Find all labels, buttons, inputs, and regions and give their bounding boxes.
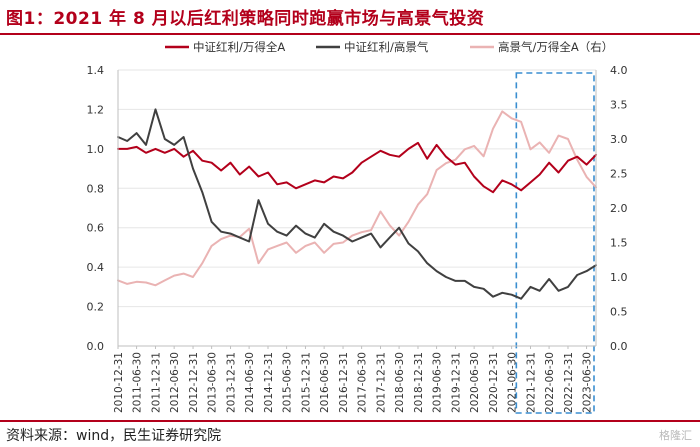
- x-tick-label: 2011-12-31: [150, 352, 162, 413]
- chart-title: 图1：2021 年 8 月以后红利策略同时跑赢市场与高景气投资: [6, 9, 485, 29]
- x-tick-label: 2016-06-30: [319, 352, 331, 413]
- y-left-tick-label: 1.2: [87, 103, 105, 116]
- x-tick-label: 2022-12-31: [563, 352, 575, 413]
- y-left-tick-label: 1.4: [87, 64, 105, 77]
- title-rule: [0, 33, 700, 35]
- x-tick-label: 2012-06-30: [169, 352, 181, 413]
- x-tick-label: 2014-12-31: [263, 352, 275, 413]
- source-note: 资料来源：wind，民生证券研究院: [6, 428, 222, 444]
- y-right-tick-label: 0.5: [610, 306, 628, 319]
- x-tick-label: 2019-12-31: [450, 352, 462, 413]
- series-line-right-2: [117, 110, 597, 287]
- legend-label: 高景气/万得全A（右）: [498, 40, 613, 54]
- y-left-tick-label: 1.0: [87, 143, 105, 156]
- x-tick-label: 2022-06-30: [544, 352, 556, 413]
- y-right-tick-label: 3.0: [610, 133, 628, 146]
- highlight-box: [515, 72, 595, 414]
- line-chart: 0.0 0.2 0.4 0.6 0.8 1.0 1.2 1.4 0.0 0.5 1.0 1.5 2.0 2…: [87, 40, 628, 414]
- gridlines: [118, 69, 596, 347]
- x-tick-label: 2021-06-30: [507, 352, 519, 413]
- x-tick-label: 2017-12-31: [376, 352, 388, 413]
- x-tick-label: 2021-12-31: [526, 352, 538, 413]
- y-right-tick-label: 1.5: [610, 237, 628, 250]
- y-right-tick-label: 0.0: [610, 340, 628, 353]
- x-tick-label: 2010-12-31: [113, 352, 125, 413]
- x-tick-label: 2011-06-30: [132, 352, 144, 413]
- y-right-tick-label: 3.5: [610, 99, 628, 112]
- x-tick-label: 2015-12-31: [300, 352, 312, 413]
- series-lines: [117, 108, 597, 300]
- legend: 中证红利/万得全A 中证红利/高景气 高景气/万得全A（右）: [165, 40, 613, 54]
- y-right-tick-label: 1.0: [610, 271, 628, 284]
- x-tick-label: 2014-06-30: [244, 352, 256, 413]
- y-left-tick-label: 0.6: [87, 222, 105, 235]
- y-right-tick-label: 2.0: [610, 202, 628, 215]
- highlight-rect: [515, 72, 595, 414]
- y-right-tick-label: 2.5: [610, 168, 628, 181]
- x-tick-label: 2019-06-30: [432, 352, 444, 413]
- x-tick-label: 2013-06-30: [207, 352, 219, 413]
- x-tick-label: 2015-06-30: [282, 352, 294, 413]
- x-tick-label: 2020-12-31: [488, 352, 500, 413]
- y-left-tick-label: 0.2: [87, 301, 105, 314]
- legend-label: 中证红利/万得全A: [193, 40, 285, 54]
- y-right-tick-label: 4.0: [610, 64, 628, 77]
- footer-rule: [0, 420, 700, 422]
- x-tick-label: 2017-06-30: [357, 352, 369, 413]
- y-left-tick-label: 0.8: [87, 182, 105, 195]
- series-line-left-1: [117, 108, 597, 300]
- x-tick-label: 2018-12-31: [413, 352, 425, 413]
- x-tick-label: 2020-06-30: [469, 352, 481, 413]
- x-tick-label: 2013-12-31: [226, 352, 238, 413]
- x-tick-label: 2016-12-31: [338, 352, 350, 413]
- y-left-tick-label: 0.4: [87, 261, 105, 274]
- x-tick-label: 2018-06-30: [394, 352, 406, 413]
- y-left-tick-label: 0.0: [87, 340, 105, 353]
- watermark: 格隆汇: [659, 429, 692, 442]
- axes: 0.0 0.2 0.4 0.6 0.8 1.0 1.2 1.4 0.0 0.5 1.0 1.5 2.0 2…: [87, 64, 628, 413]
- x-tick-label: 2012-12-31: [188, 352, 200, 413]
- x-tick-label: 2023-06-30: [582, 352, 594, 413]
- legend-label: 中证红利/高景气: [344, 40, 429, 54]
- series-line-left-0: [117, 141, 597, 194]
